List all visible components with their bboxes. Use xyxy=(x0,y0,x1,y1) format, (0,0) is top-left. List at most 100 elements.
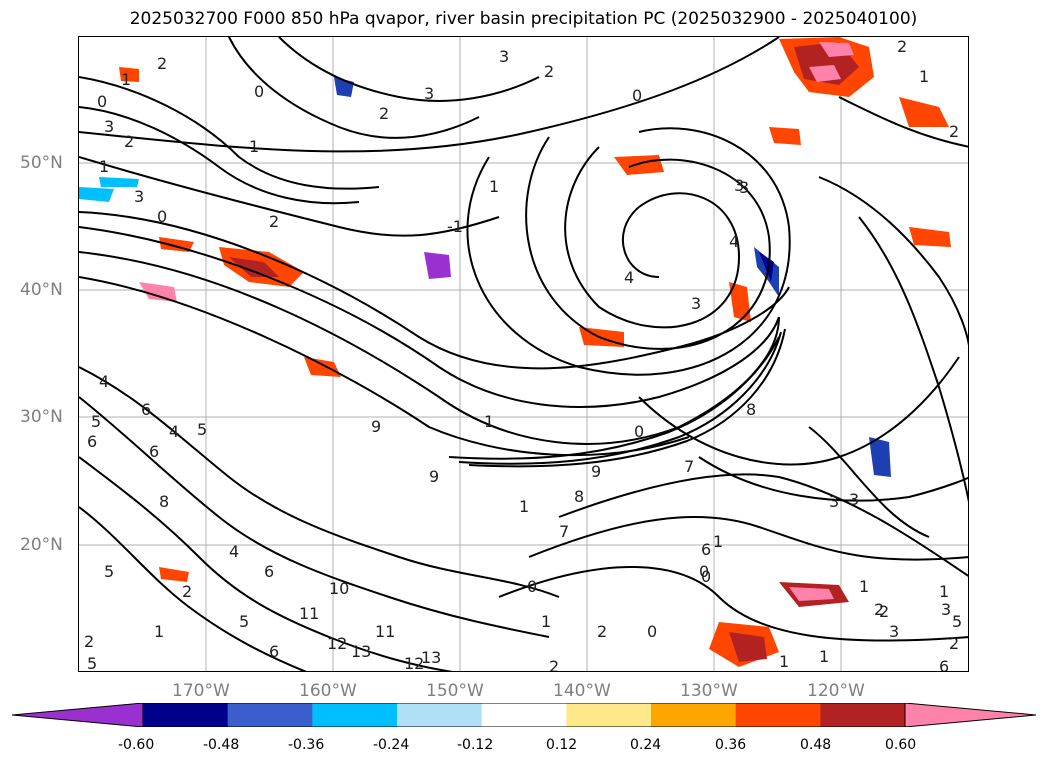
gridlines xyxy=(79,37,968,671)
colorbar-cell xyxy=(651,703,737,727)
colorbar-cell xyxy=(397,703,483,727)
precip-fill-patches xyxy=(79,37,951,667)
contour-label: 3 xyxy=(424,84,434,103)
contour-label: 6 xyxy=(701,540,711,559)
colorbar-tick: -0.36 xyxy=(288,737,325,753)
contour-label: 1 xyxy=(541,612,551,631)
contour-label: 2 xyxy=(544,62,554,81)
contour-label: 2 xyxy=(597,622,607,641)
contour-label-group: 1 2 0 3 1 2 0 3 2 1 -1 0 2 1 2 3 3 0 4 3… xyxy=(84,37,962,672)
lon-label: 140°W xyxy=(553,681,611,701)
contour-label: 3 xyxy=(734,176,744,195)
map-title: 2025032700 F000 850 hPa qvapor, river ba… xyxy=(129,9,918,29)
contour-label: 1 xyxy=(121,70,131,89)
contour-label: 5 xyxy=(952,612,962,631)
contour-label: 6 xyxy=(269,642,279,661)
colorbar-cell xyxy=(566,703,652,727)
lon-label: 150°W xyxy=(426,681,484,701)
colorbar-tick: 0.36 xyxy=(715,737,747,753)
colorbar-tick: -0.60 xyxy=(118,737,155,753)
contour-label: 11 xyxy=(375,622,395,641)
colorbar-cell xyxy=(143,703,229,727)
contour-label: 9 xyxy=(429,467,439,486)
contour-label: 2 xyxy=(157,54,167,73)
colorbar-tick: 0.48 xyxy=(800,737,832,753)
contour-label: 0 xyxy=(632,86,642,105)
contour-label: 6 xyxy=(87,432,97,451)
lon-label: 170°W xyxy=(172,681,230,701)
colorbar-tick: 0.60 xyxy=(885,737,917,753)
contour-label: 0 xyxy=(254,82,264,101)
contour-label: 2 xyxy=(84,632,94,651)
contour-label: 9 xyxy=(591,462,601,481)
contour-label: 2 xyxy=(949,122,959,141)
contour-label: 1 xyxy=(939,582,949,601)
contour-label: 5 xyxy=(197,420,207,439)
contour-label: 4 xyxy=(99,372,109,391)
contour-label: 6 xyxy=(264,562,274,581)
colorbar-left-extend xyxy=(12,703,144,727)
contour-label: 1 xyxy=(779,652,789,671)
contour-label: 3 xyxy=(134,187,144,206)
lat-label: 30°N xyxy=(20,407,63,427)
contour-label: 5 xyxy=(87,654,97,672)
contour-label: 3 xyxy=(941,600,951,619)
contour-label: 6 xyxy=(141,400,151,419)
colorbar-tick: 0.24 xyxy=(630,737,662,753)
contour-label: 8 xyxy=(159,492,169,511)
contour-label: 3 xyxy=(889,622,899,641)
colorbar xyxy=(12,703,1036,727)
contour-label: 7 xyxy=(684,457,694,476)
contour-label: 6 xyxy=(149,442,159,461)
contour-label: 0 xyxy=(699,562,709,581)
colorbar-right-extend xyxy=(904,703,1036,727)
contour-label: 1 xyxy=(713,532,723,551)
contour-label: 1 xyxy=(99,157,109,176)
colorbar-tick: -0.48 xyxy=(203,737,240,753)
contour-label: 12 xyxy=(404,654,424,672)
contour-label: 13 xyxy=(421,648,441,667)
contour-label: 4 xyxy=(229,542,239,561)
contour-label: 3 xyxy=(499,47,509,66)
contour-label: 13 xyxy=(351,642,371,661)
contour-label: 8 xyxy=(574,487,584,506)
colorbar-tick: -0.12 xyxy=(457,737,494,753)
contour-label: 2 xyxy=(549,657,559,672)
contour-label: 0 xyxy=(647,622,657,641)
lat-label: 20°N xyxy=(20,535,63,555)
lon-label: 130°W xyxy=(680,681,738,701)
colorbar-cell xyxy=(481,703,567,727)
qvapor-contours xyxy=(79,37,968,671)
contour-label: 2 xyxy=(182,582,192,601)
contour-label: 3 xyxy=(739,178,749,197)
contour-label: -1 xyxy=(447,217,463,236)
colorbar-cells xyxy=(143,703,906,727)
contour-label: 5 xyxy=(239,612,249,631)
contour-label: 1 xyxy=(519,497,529,516)
contour-label: 1 xyxy=(919,67,929,86)
lon-label: 160°W xyxy=(299,681,357,701)
contour-label: 11 xyxy=(299,604,319,623)
contour-label: 10 xyxy=(329,579,349,598)
contour-label: 0 xyxy=(634,422,644,441)
colorbar-cell xyxy=(227,703,313,727)
contour-label: 2 xyxy=(379,104,389,123)
contour-label: 2 xyxy=(124,132,134,151)
contour-label: 7 xyxy=(559,522,569,541)
lat-label: 50°N xyxy=(20,153,63,173)
contour-label: 3 xyxy=(829,492,839,511)
contour-label: 4 xyxy=(729,232,739,251)
contour-label: 0 xyxy=(527,577,537,596)
contour-label: 0 xyxy=(97,92,107,111)
contour-label: 3 xyxy=(104,117,114,136)
lon-label: 120°W xyxy=(807,681,865,701)
contour-label: 2 xyxy=(879,602,889,621)
contour-label: 8 xyxy=(746,400,756,419)
lat-label: 40°N xyxy=(20,280,63,300)
contour-label: 5 xyxy=(91,412,101,431)
contour-label: 3 xyxy=(691,294,701,313)
contour-label: 1 xyxy=(154,622,164,641)
contour-label: 4 xyxy=(169,422,179,441)
contour-label: 4 xyxy=(624,268,634,287)
map-canvas: 1 2 0 3 1 2 0 3 2 1 -1 0 2 1 2 3 3 0 4 3… xyxy=(79,37,968,672)
